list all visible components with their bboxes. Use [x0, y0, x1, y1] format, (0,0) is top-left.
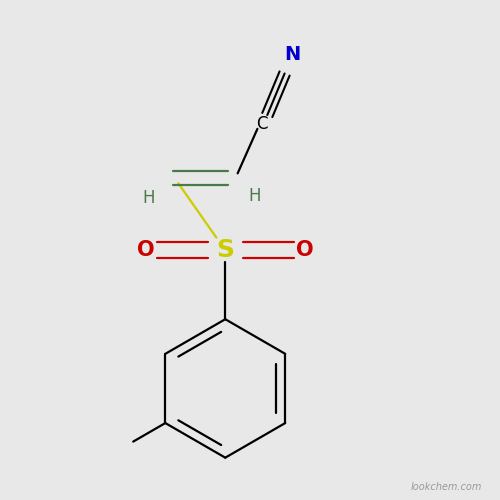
Text: O: O	[296, 240, 313, 260]
Text: O: O	[138, 240, 155, 260]
Text: lookchem.com: lookchem.com	[411, 482, 482, 492]
Text: S: S	[216, 238, 234, 262]
Text: H: H	[248, 186, 261, 204]
Text: C: C	[256, 115, 268, 133]
Text: N: N	[284, 45, 300, 64]
Text: H: H	[142, 189, 155, 207]
